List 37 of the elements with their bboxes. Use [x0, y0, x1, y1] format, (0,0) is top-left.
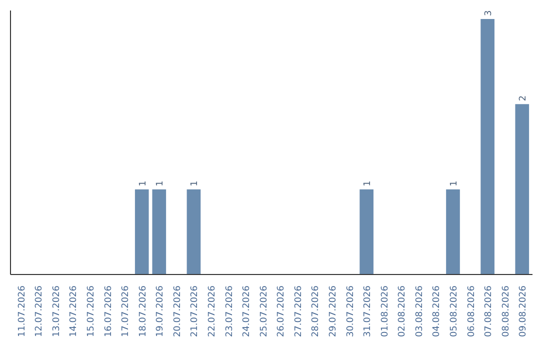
- x-tick-label: 12.07.2026: [34, 285, 45, 338]
- x-tick-label: 05.08.2026: [449, 285, 460, 338]
- x-tick-label: 29.07.2026: [328, 285, 338, 338]
- data-label: 1: [190, 180, 200, 186]
- x-tick-label: 27.07.2026: [294, 285, 304, 338]
- x-tick-label: 03.08.2026: [414, 285, 425, 338]
- x-tick-label: 19.07.2026: [156, 285, 166, 338]
- x-tick-label: 02.08.2026: [398, 285, 408, 338]
- x-tick-label: 31.07.2026: [363, 285, 374, 338]
- x-tick-label: 26.07.2026: [276, 285, 287, 338]
- x-tick-label: 14.07.2026: [69, 285, 80, 338]
- data-label: 1: [156, 180, 166, 186]
- x-tick-label: 11.07.2026: [17, 285, 28, 338]
- x-tick-label: 22.07.2026: [208, 285, 218, 338]
- x-tick-label: 01.08.2026: [380, 285, 390, 338]
- x-tick-label: 21.07.2026: [190, 285, 200, 338]
- x-tick-label: 18.07.2026: [138, 285, 148, 338]
- x-tick-label: 06.08.2026: [466, 285, 477, 338]
- data-label: 1: [138, 180, 148, 186]
- x-tick-label: 07.08.2026: [484, 285, 494, 338]
- x-tick-label: 30.07.2026: [346, 285, 356, 338]
- data-label: 2: [518, 95, 529, 102]
- x-tick-label: 25.07.2026: [259, 285, 270, 338]
- x-tick-label: 09.08.2026: [518, 285, 529, 338]
- x-tick-label: 28.07.2026: [311, 285, 322, 338]
- x-tick-label: 16.07.2026: [104, 285, 114, 338]
- data-label: 1: [449, 180, 460, 186]
- x-tick-label: 23.07.2026: [224, 285, 235, 338]
- x-tick-label: 08.08.2026: [501, 285, 512, 338]
- x-tick-label: 13.07.2026: [52, 285, 62, 338]
- x-tick-label: 24.07.2026: [242, 285, 252, 338]
- data-label: 1: [363, 180, 374, 186]
- data-label: 3: [484, 10, 494, 16]
- x-tick-label: 15.07.2026: [86, 285, 97, 338]
- x-tick-label: 04.08.2026: [432, 285, 442, 338]
- x-tick-label: 17.07.2026: [121, 285, 132, 338]
- x-tick-label: 20.07.2026: [172, 285, 183, 338]
